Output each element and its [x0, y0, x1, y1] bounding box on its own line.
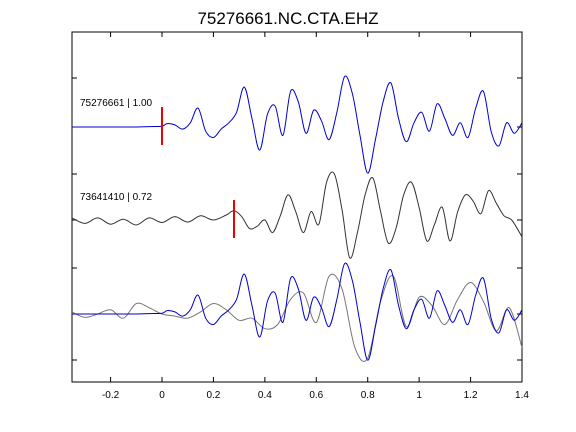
x-tick-label: -0.2	[102, 390, 120, 401]
traces	[71, 75, 523, 362]
trace-1	[71, 171, 523, 259]
x-tick-label: 0.6	[309, 390, 323, 401]
trace-3	[72, 262, 523, 361]
x-ticks: -0.2 0 0.2 0.4 0.6 0.8 1 1.2 1.4	[102, 32, 529, 401]
x-tick-label: 1	[416, 390, 422, 401]
trace-label-0: 75276661 | 1.00	[80, 98, 153, 109]
x-tick-label: 1.4	[515, 390, 529, 401]
pick-markers	[161, 107, 235, 238]
x-tick-label: 1.2	[464, 390, 478, 401]
x-tick-label: 0.8	[361, 390, 375, 401]
trace-2	[71, 273, 523, 362]
chart-title: 75276661.NC.CTA.EHZ	[197, 9, 378, 28]
x-tick-label: 0.2	[206, 390, 220, 401]
trace-0	[72, 75, 523, 174]
x-tick-label: 0	[159, 390, 165, 401]
trace-label-1: 73641410 | 0.72	[80, 192, 153, 203]
trace-labels: 75276661 | 1.00 73641410 | 0.72	[80, 98, 153, 203]
x-tick-label: 0.4	[258, 390, 272, 401]
axes-frame	[71, 31, 523, 383]
